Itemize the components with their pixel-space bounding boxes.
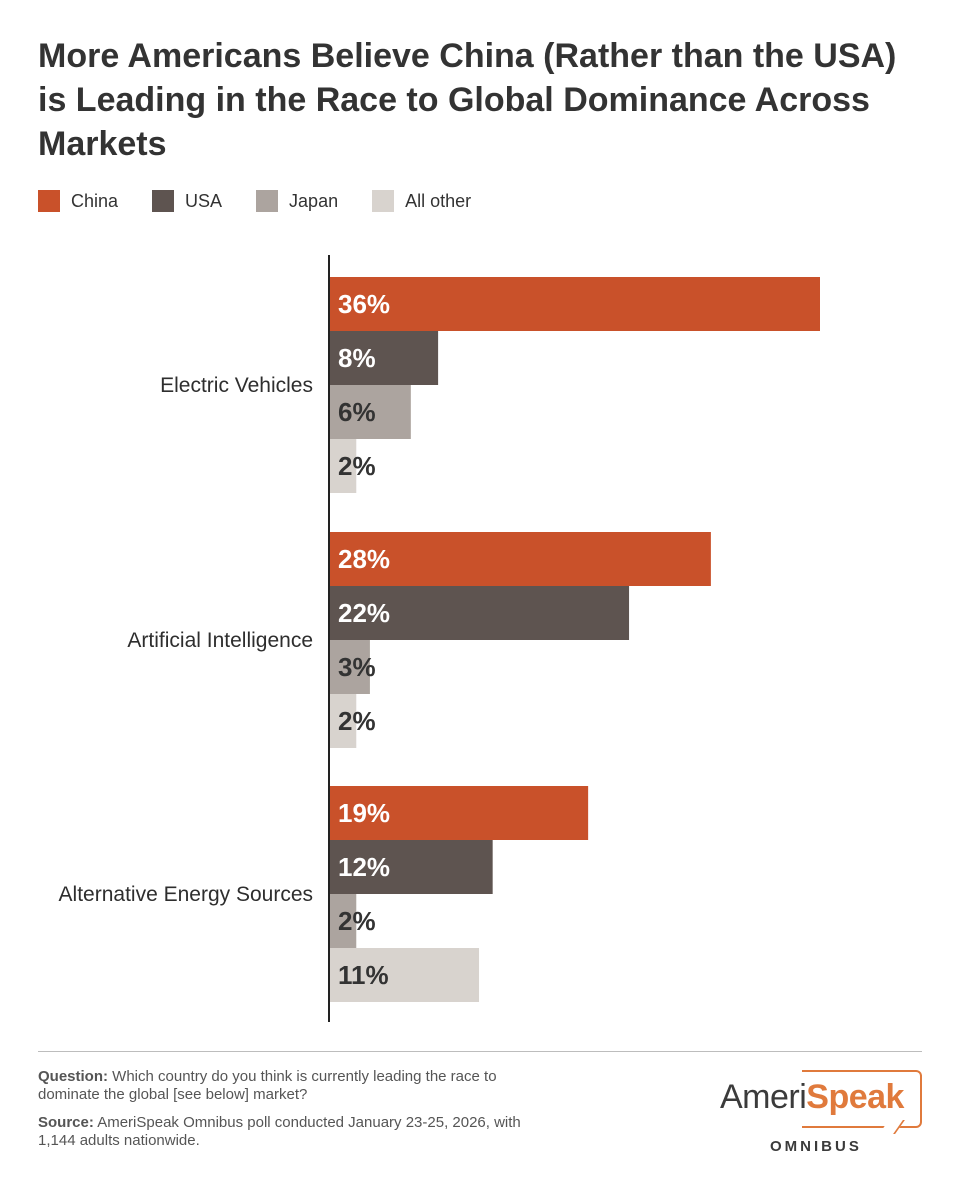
bar-electric-vehicles-japan xyxy=(329,385,411,439)
question-note: Question: Which country do you think is … xyxy=(38,1068,558,1104)
legend-item-all-other: All other xyxy=(372,190,471,212)
bar-alternative-energy-sources-china xyxy=(329,786,589,840)
bar-electric-vehicles-all-other xyxy=(329,439,357,493)
legend-label-china: China xyxy=(71,190,119,211)
question-text: Which country do you think is currently … xyxy=(38,1068,497,1103)
legend-item-japan: Japan xyxy=(256,190,338,212)
source-note: Source: AmeriSpeak Omnibus poll conducte… xyxy=(38,1114,558,1150)
legend-item-usa: USA xyxy=(152,190,222,212)
category-label-artificial-intelligence: Artificial Intelligence xyxy=(127,629,313,652)
data-label-alternative-energy-sources-japan: 2% xyxy=(338,906,376,936)
logo-subtitle: OMNIBUS xyxy=(770,1138,862,1155)
bar-chart: Electric Vehicles 36% 8% 6% 2% Artificial Int… xyxy=(59,255,820,1022)
legend-label-all-other: All other xyxy=(405,190,472,211)
data-label-electric-vehicles-china: 36% xyxy=(338,289,390,319)
category-label-electric-vehicles: Electric Vehicles xyxy=(160,374,313,397)
footer-divider xyxy=(38,1051,922,1052)
data-label-artificial-intelligence-usa: 22% xyxy=(338,598,390,628)
bar-artificial-intelligence-usa xyxy=(329,586,630,640)
data-label-alternative-energy-sources-usa: 12% xyxy=(338,852,390,882)
logo-speech-bubble xyxy=(802,1070,922,1128)
bar-alternative-energy-sources-usa xyxy=(329,840,493,894)
data-label-artificial-intelligence-all-other: 2% xyxy=(338,706,376,736)
data-label-electric-vehicles-all-other: 2% xyxy=(338,451,376,481)
amerispeak-logo: AmeriSpeak OMNIBUS xyxy=(716,1068,926,1168)
legend-label-usa: USA xyxy=(185,190,223,211)
bar-alternative-energy-sources-japan xyxy=(329,894,357,948)
bar-electric-vehicles-china xyxy=(329,277,820,331)
data-label-electric-vehicles-usa: 8% xyxy=(338,343,376,373)
data-label-alternative-energy-sources-all-other: 11% xyxy=(338,960,389,990)
legend-swatch-all-other xyxy=(372,190,395,212)
legend-label-japan: Japan xyxy=(289,190,339,211)
legend-swatch-japan xyxy=(256,190,279,212)
data-label-electric-vehicles-japan: 6% xyxy=(338,397,376,427)
legend-swatch-usa xyxy=(152,190,175,212)
bar-artificial-intelligence-japan xyxy=(329,640,370,694)
bar-artificial-intelligence-china xyxy=(329,532,711,586)
data-label-artificial-intelligence-china: 28% xyxy=(338,544,390,574)
bar-alternative-energy-sources-all-other xyxy=(329,948,480,1002)
legend-item-china: China xyxy=(38,190,118,212)
legend-swatch-china xyxy=(38,190,60,212)
category-label-alternative-energy-sources: Alternative Energy Sources xyxy=(59,883,313,906)
logo-wordmark: AmeriSpeak xyxy=(720,1078,904,1116)
bar-artificial-intelligence-all-other xyxy=(329,694,357,748)
source-label: Source: xyxy=(38,1114,94,1131)
source-text: AmeriSpeak Omnibus poll conducted Januar… xyxy=(38,1114,521,1149)
data-label-artificial-intelligence-japan: 3% xyxy=(338,652,376,682)
data-label-alternative-energy-sources-china: 19% xyxy=(338,798,390,828)
bar-electric-vehicles-usa xyxy=(329,331,439,385)
chart-title: More Americans Believe China (Rather tha… xyxy=(38,37,897,163)
question-label: Question: xyxy=(38,1068,108,1085)
legend: China USA Japan All other xyxy=(38,190,505,212)
